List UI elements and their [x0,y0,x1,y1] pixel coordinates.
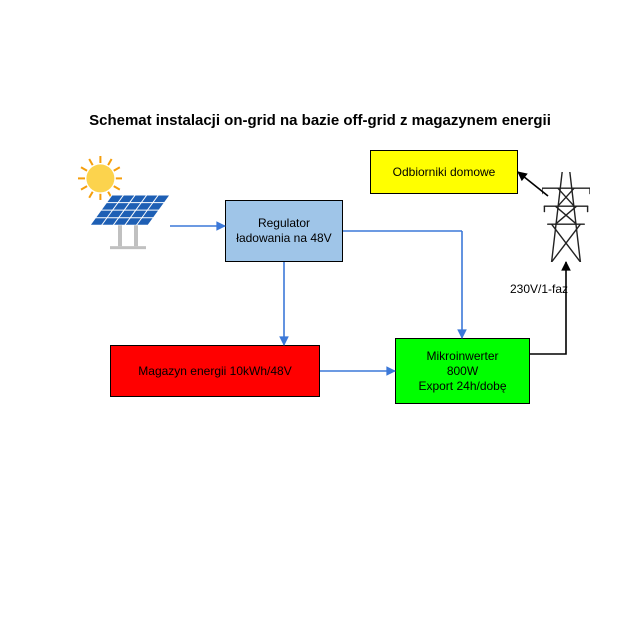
node-magazyn-label: Magazyn energii 10kWh/48V [138,364,291,379]
voltage-label: 230V/1-faz [510,282,568,296]
node-magazyn: Magazyn energii 10kWh/48V [110,345,320,397]
node-mikro-label: Mikroinwerter 800W Export 24h/dobę [418,349,506,394]
node-regulator: Regulator ładowania na 48V [225,200,343,262]
node-mikro: Mikroinwerter 800W Export 24h/dobę [395,338,530,404]
diagram-title: Schemat instalacji on-grid na bazie off-… [0,112,640,129]
power-pylon-icon [542,172,590,262]
node-regulator-label: Regulator ładowania na 48V [236,216,331,246]
diagram-canvas: Schemat instalacji on-grid na bazie off-… [0,0,640,640]
node-odbiorniki-label: Odbiorniki domowe [393,165,496,180]
edges-layer [0,0,640,640]
sun-icon [78,156,123,201]
node-odbiorniki: Odbiorniki domowe [370,150,518,194]
edge-mikro-to-pylon [530,262,566,354]
solar-panel-icon [90,195,170,250]
